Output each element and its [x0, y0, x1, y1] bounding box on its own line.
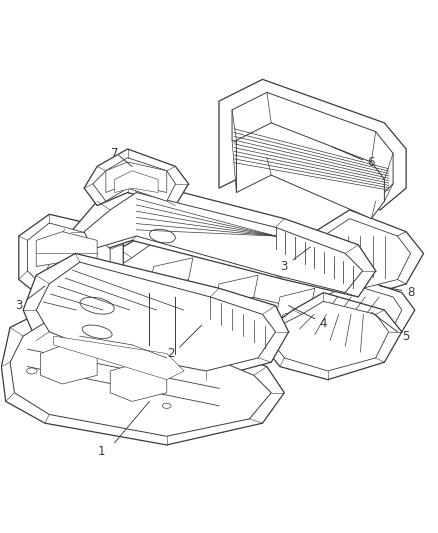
Polygon shape: [323, 219, 410, 288]
Text: 2: 2: [167, 347, 175, 360]
Polygon shape: [71, 180, 376, 297]
Polygon shape: [302, 275, 415, 345]
Polygon shape: [23, 254, 289, 379]
Polygon shape: [36, 232, 97, 266]
Polygon shape: [276, 288, 315, 319]
Text: 5: 5: [403, 329, 410, 343]
Polygon shape: [28, 223, 110, 293]
Polygon shape: [36, 262, 276, 371]
Polygon shape: [19, 214, 123, 301]
Polygon shape: [106, 162, 167, 192]
Polygon shape: [215, 275, 258, 305]
Polygon shape: [315, 284, 402, 336]
Polygon shape: [41, 341, 97, 384]
Text: 3: 3: [15, 299, 22, 312]
Polygon shape: [93, 158, 176, 201]
Polygon shape: [232, 92, 393, 201]
Polygon shape: [271, 301, 389, 371]
Polygon shape: [53, 336, 184, 379]
Polygon shape: [149, 258, 193, 288]
Polygon shape: [10, 314, 271, 436]
Polygon shape: [149, 288, 193, 319]
Text: 7: 7: [111, 147, 118, 160]
Polygon shape: [97, 236, 380, 327]
Polygon shape: [219, 79, 406, 210]
Polygon shape: [215, 301, 258, 332]
Text: 1: 1: [98, 445, 105, 458]
Polygon shape: [315, 210, 424, 297]
Polygon shape: [1, 305, 284, 445]
Polygon shape: [237, 123, 385, 219]
Text: 6: 6: [367, 156, 375, 168]
Text: 3: 3: [281, 260, 288, 273]
Polygon shape: [84, 228, 393, 332]
Polygon shape: [84, 149, 188, 206]
Text: 4: 4: [320, 317, 327, 329]
Polygon shape: [115, 171, 158, 192]
Polygon shape: [84, 192, 363, 293]
Polygon shape: [262, 293, 402, 379]
Polygon shape: [110, 362, 167, 401]
Text: 8: 8: [407, 286, 414, 299]
